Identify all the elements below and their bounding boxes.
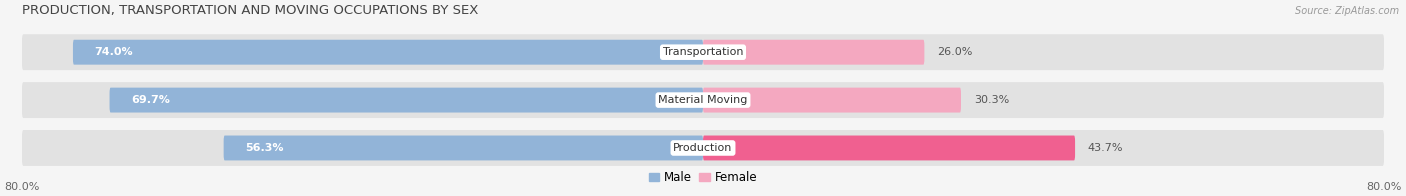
Text: PRODUCTION, TRANSPORTATION AND MOVING OCCUPATIONS BY SEX: PRODUCTION, TRANSPORTATION AND MOVING OC… (22, 4, 478, 17)
FancyBboxPatch shape (22, 82, 1384, 118)
FancyBboxPatch shape (73, 40, 703, 65)
Text: 56.3%: 56.3% (245, 143, 284, 153)
FancyBboxPatch shape (110, 88, 703, 113)
FancyBboxPatch shape (703, 40, 924, 65)
FancyBboxPatch shape (224, 135, 703, 160)
Text: 26.0%: 26.0% (938, 47, 973, 57)
Text: Production: Production (673, 143, 733, 153)
Text: Transportation: Transportation (662, 47, 744, 57)
Text: Source: ZipAtlas.com: Source: ZipAtlas.com (1295, 6, 1399, 16)
Text: 69.7%: 69.7% (131, 95, 170, 105)
Legend: Male, Female: Male, Female (648, 171, 758, 184)
FancyBboxPatch shape (22, 34, 1384, 70)
Text: 43.7%: 43.7% (1088, 143, 1123, 153)
FancyBboxPatch shape (703, 88, 960, 113)
Text: 30.3%: 30.3% (974, 95, 1010, 105)
Text: Material Moving: Material Moving (658, 95, 748, 105)
Text: 74.0%: 74.0% (94, 47, 132, 57)
FancyBboxPatch shape (703, 135, 1076, 160)
FancyBboxPatch shape (22, 130, 1384, 166)
